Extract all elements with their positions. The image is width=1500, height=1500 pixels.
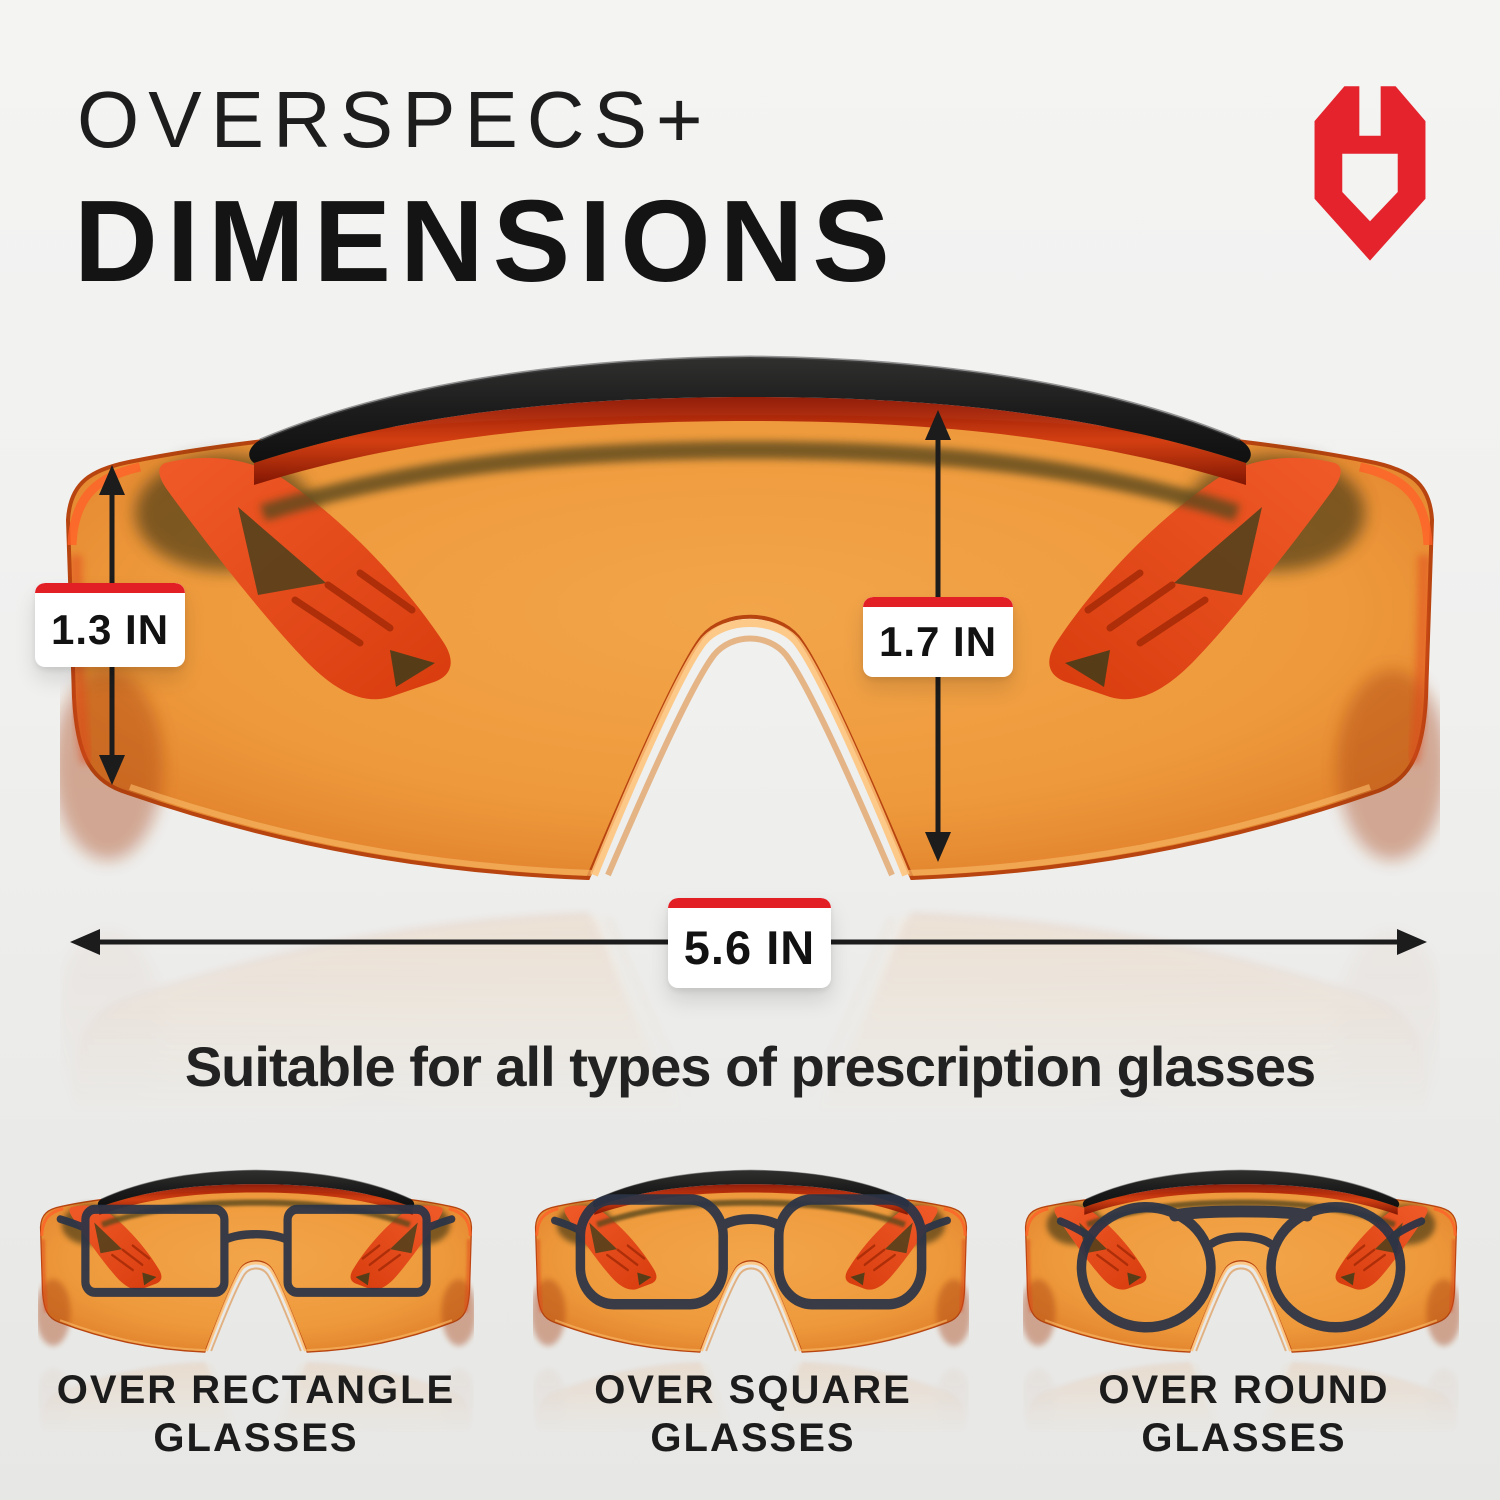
dimension-label-center-height: 1.7 IN xyxy=(863,597,1013,677)
thumbnail-over-round-glasses xyxy=(1023,1166,1459,1358)
caption-over-square-glasses: OVER SQUARE GLASSES xyxy=(523,1366,983,1462)
caption-over-round-glasses: OVER ROUND GLASSES xyxy=(1014,1366,1474,1462)
dimension-label-side-height: 1.3 IN xyxy=(35,583,185,667)
arrow-left-icon xyxy=(70,929,100,955)
caption-line: GLASSES xyxy=(153,1416,359,1460)
caption-line: GLASSES xyxy=(650,1416,856,1460)
page-title: DIMENSIONS xyxy=(74,176,899,306)
brand-shield-horns-logo xyxy=(1306,84,1434,264)
caption-line: GLASSES xyxy=(1141,1416,1347,1460)
caption-line: OVER SQUARE xyxy=(594,1368,912,1412)
round-glasses-icon xyxy=(1056,1201,1426,1333)
arrow-right-icon xyxy=(1397,929,1427,955)
suitability-subtitle: Suitable for all types of prescription g… xyxy=(184,1035,1316,1098)
thumbnail-over-rectangle-glasses xyxy=(38,1166,474,1358)
thumbnail-over-square-glasses xyxy=(533,1166,969,1358)
caption-line: OVER ROUND xyxy=(1098,1368,1390,1412)
rectangle-glasses-icon xyxy=(56,1204,456,1297)
caption-over-rectangle-glasses: OVER RECTANGLE GLASSES xyxy=(26,1366,486,1462)
caption-line: OVER RECTANGLE xyxy=(56,1368,456,1412)
brand-line: OVERSPECS+ xyxy=(77,75,712,164)
dimension-label-width: 5.6 IN xyxy=(668,898,831,988)
hero-product-image xyxy=(60,345,1440,895)
square-glasses-icon xyxy=(551,1194,951,1310)
